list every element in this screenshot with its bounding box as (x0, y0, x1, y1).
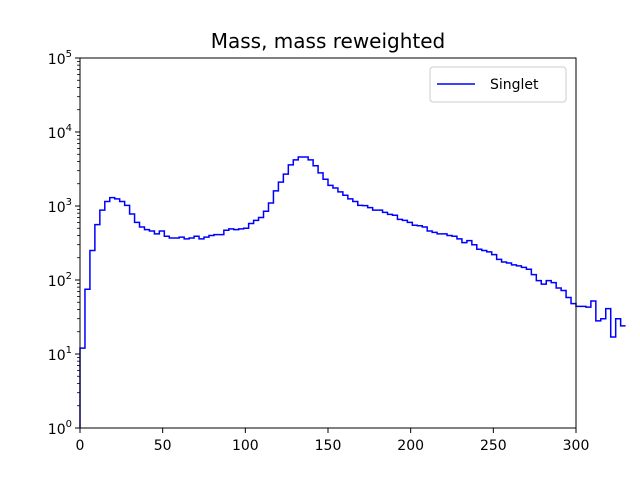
x-tick-label: 250 (480, 438, 507, 454)
legend-label: Singlet (490, 77, 539, 93)
x-axis: 0 50 100 150 200 250 300 (76, 428, 590, 454)
y-tick-base: 10 (48, 126, 66, 142)
y-tick-exponent: 2 (66, 271, 72, 282)
x-tick-label: 150 (315, 438, 342, 454)
y-tick-exponent: 1 (66, 345, 72, 356)
y-tick-base: 10 (48, 348, 66, 364)
x-tick-label: 200 (397, 438, 424, 454)
legend: Singlet (429, 66, 567, 103)
y-tick-exponent: 0 (66, 419, 72, 430)
legend-box (429, 66, 567, 103)
y-tick-label: 105 (48, 49, 72, 68)
x-tick-label: 0 (76, 438, 85, 454)
x-tick-label: 300 (563, 438, 590, 454)
series-line-0 (79, 156, 626, 428)
y-tick-exponent: 4 (66, 123, 72, 134)
y-tick-label: 104 (48, 123, 72, 142)
y-tick-base: 10 (48, 200, 66, 216)
x-tick-label: 100 (232, 438, 259, 454)
y-tick-base: 10 (48, 274, 66, 290)
y-tick-label: 103 (48, 197, 72, 216)
y-tick-exponent: 5 (66, 49, 72, 60)
y-tick-label: 102 (48, 271, 72, 290)
y-tick-exponent: 3 (66, 197, 72, 208)
y-tick-label: 101 (48, 345, 72, 364)
x-tick-label: 50 (154, 438, 172, 454)
y-tick-base: 10 (48, 52, 66, 68)
plot-frame (79, 57, 577, 429)
plot-area (79, 156, 626, 428)
y-tick-base: 10 (48, 422, 66, 438)
chart-title: Mass, mass reweighted (211, 29, 446, 53)
y-tick-label: 100 (48, 419, 72, 438)
